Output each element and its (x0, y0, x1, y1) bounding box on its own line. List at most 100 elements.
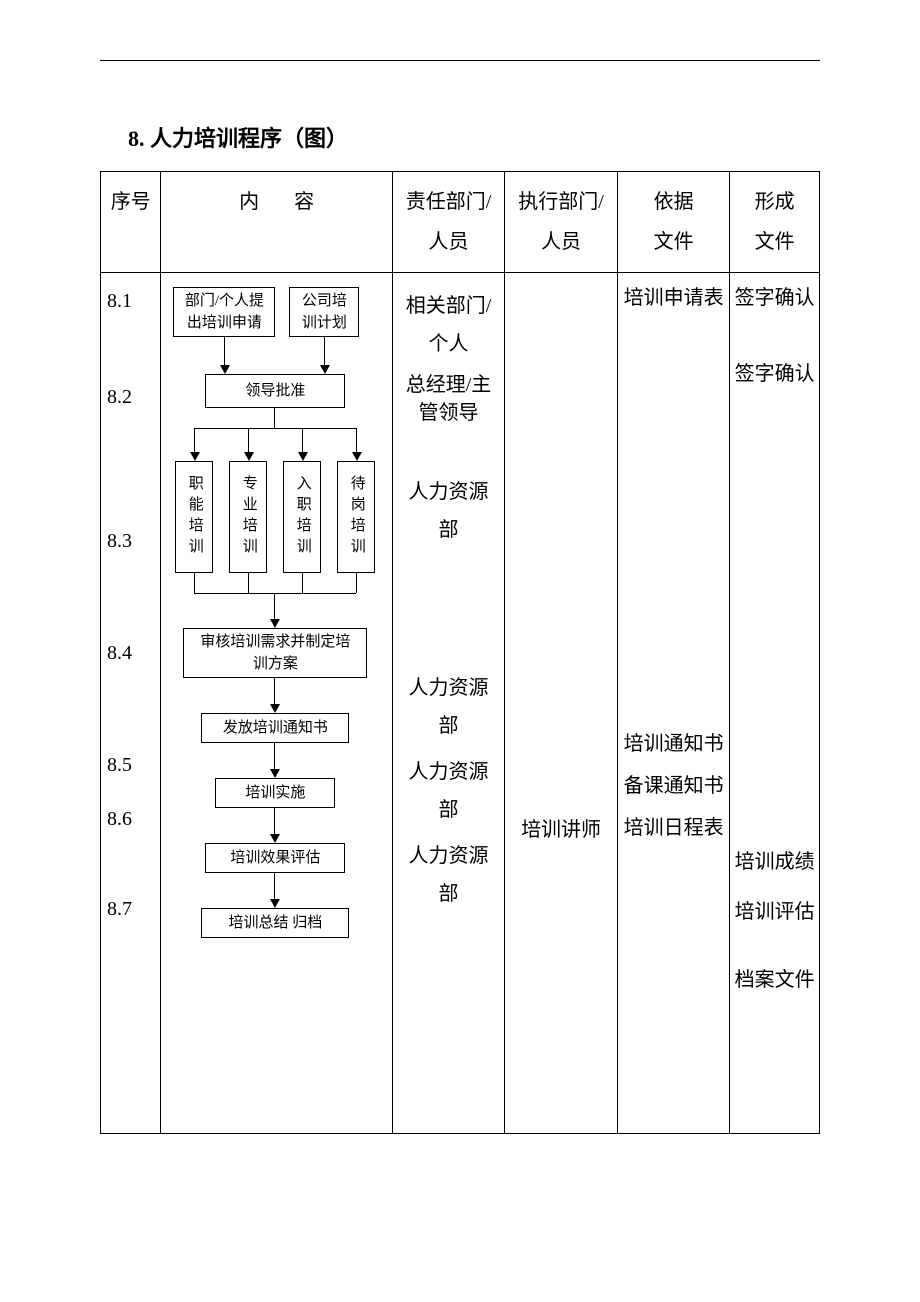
arrow-icon (270, 834, 280, 843)
flow-line (274, 873, 275, 899)
flow-line (324, 337, 325, 365)
basis-3: 备课通知书 (618, 767, 730, 805)
resp-2-l2: 管领导 (419, 402, 479, 424)
resp-5-l1: 人力资源 (409, 761, 489, 783)
flow-box-archive-text: 培训总结 归档 (229, 912, 323, 935)
flowchart: 部门/个人提 出培训申请 公司培 训计划 (161, 273, 391, 1133)
basis-1: 培训申请表 (618, 279, 730, 317)
arrow-icon (352, 452, 362, 461)
flow-line (356, 573, 357, 593)
resp-3-l2: 部 (439, 519, 459, 541)
flow-box-notice: 发放培训通知书 (201, 713, 349, 743)
flow-box-plan-l2: 训计划 (302, 315, 347, 331)
resp-6-l2: 部 (439, 883, 459, 905)
resp-4: 人力资源 部 (393, 669, 505, 745)
seq-cell: 8.1 8.2 8.3 8.4 8.5 8.6 8.7 (101, 273, 161, 1134)
arrow-icon (270, 769, 280, 778)
exec-1: 培训讲师 (505, 811, 617, 849)
flow-cat-4: 待岗培训 (337, 461, 375, 573)
th-out: 形成 文件 (730, 172, 820, 273)
flow-line (194, 428, 195, 452)
resp-cell: 相关部门/ 个人 总经理/主 管领导 人力资源 部 人力资源 部 (392, 273, 505, 1134)
flow-line (274, 678, 275, 704)
seq-8-4: 8.4 (107, 643, 132, 663)
flow-line (194, 428, 356, 429)
flow-line (224, 337, 225, 365)
arrow-icon (270, 704, 280, 713)
flow-box-archive: 培训总结 归档 (201, 908, 349, 938)
resp-3-l1: 人力资源 (409, 481, 489, 503)
basis-cell: 培训申请表 培训通知书 备课通知书 培训日程表 (617, 273, 730, 1134)
resp-1-l2: 个人 (429, 333, 469, 355)
seq-8-7: 8.7 (107, 899, 132, 919)
resp-5-l2: 部 (439, 799, 459, 821)
th-basis-l1: 依据 (654, 191, 694, 213)
resp-6: 人力资源 部 (393, 837, 505, 913)
th-resp: 责任部门/ 人员 (392, 172, 505, 273)
th-exec: 执行部门/ 人员 (505, 172, 618, 273)
flow-box-apply-l2: 出培训申请 (187, 315, 262, 331)
arrow-icon (244, 452, 254, 461)
flow-box-approve: 领导批准 (205, 374, 345, 408)
flow-box-apply-l1: 部门/个人提 (185, 293, 264, 309)
arrow-icon (270, 899, 280, 908)
flow-box-plan-l1: 公司培 (302, 293, 347, 309)
resp-5: 人力资源 部 (393, 753, 505, 829)
out-cell: 签字确认 签字确认 培训成绩 培训评估 档案文件 (730, 273, 820, 1134)
th-content-spacer (264, 191, 289, 213)
flow-line (248, 573, 249, 593)
flow-line (248, 428, 249, 452)
th-resp-l2: 人员 (429, 231, 469, 253)
out-3: 培训成绩 (730, 843, 819, 881)
flow-box-implement-text: 培训实施 (245, 782, 305, 805)
arrow-icon (270, 619, 280, 628)
flow-box-approve-text: 领导批准 (245, 380, 305, 403)
exec-cell: 培训讲师 (505, 273, 618, 1134)
flow-box-implement: 培训实施 (215, 778, 335, 808)
th-basis: 依据 文件 (617, 172, 730, 273)
flow-line (274, 743, 275, 769)
flow-line (274, 408, 275, 428)
flow-cat-2: 专业培训 (229, 461, 267, 573)
flow-cat-1: 职能培训 (175, 461, 213, 573)
flow-box-notice-text: 发放培训通知书 (223, 717, 328, 740)
seq-8-2: 8.2 (107, 387, 132, 407)
flow-line (302, 573, 303, 593)
table-body-row: 8.1 8.2 8.3 8.4 8.5 8.6 8.7 部门/个人提 (101, 273, 820, 1134)
resp-2-l1: 总经理/主 (406, 374, 492, 396)
flow-cat-3: 入职培训 (283, 461, 321, 573)
th-exec-l2: 人员 (541, 231, 581, 253)
resp-1-l1: 相关部门/ (406, 295, 492, 317)
flow-box-review-l2: 训方案 (253, 656, 298, 672)
th-content-left: 内 (239, 191, 259, 213)
top-rule (100, 60, 820, 61)
flow-box-apply: 部门/个人提 出培训申请 (173, 287, 275, 337)
th-seq: 序号 (101, 172, 161, 273)
th-resp-l1: 责任部门/ (406, 191, 492, 213)
flow-box-review: 审核培训需求并制定培 训方案 (183, 628, 367, 678)
page: 8. 人力培训程序（图） 序号 内 容 责任部门/ 人员 执行部门/ (0, 0, 920, 1174)
seq-8-5: 8.5 (107, 755, 132, 775)
seq-8-6: 8.6 (107, 809, 132, 829)
seq-8-3: 8.3 (107, 531, 132, 551)
out-4: 培训评估 (730, 893, 819, 931)
flow-box-review-l1: 审核培训需求并制定培 (200, 634, 350, 650)
flow-line (194, 573, 195, 593)
th-content-right: 容 (294, 191, 314, 213)
out-5: 档案文件 (730, 961, 819, 999)
basis-2: 培训通知书 (618, 725, 730, 763)
resp-1: 相关部门/ 个人 (393, 287, 505, 363)
resp-4-l1: 人力资源 (409, 677, 489, 699)
basis-4: 培训日程表 (618, 809, 730, 847)
flow-line (356, 428, 357, 452)
flow-line (274, 808, 275, 834)
out-2: 签字确认 (730, 355, 819, 393)
th-content: 内 容 (161, 172, 392, 273)
flow-line (274, 593, 275, 619)
resp-4-l2: 部 (439, 715, 459, 737)
flow-box-evaluate: 培训效果评估 (205, 843, 345, 873)
arrow-icon (320, 365, 330, 374)
out-1: 签字确认 (730, 279, 819, 317)
arrow-icon (190, 452, 200, 461)
flow-box-plan: 公司培 训计划 (289, 287, 359, 337)
